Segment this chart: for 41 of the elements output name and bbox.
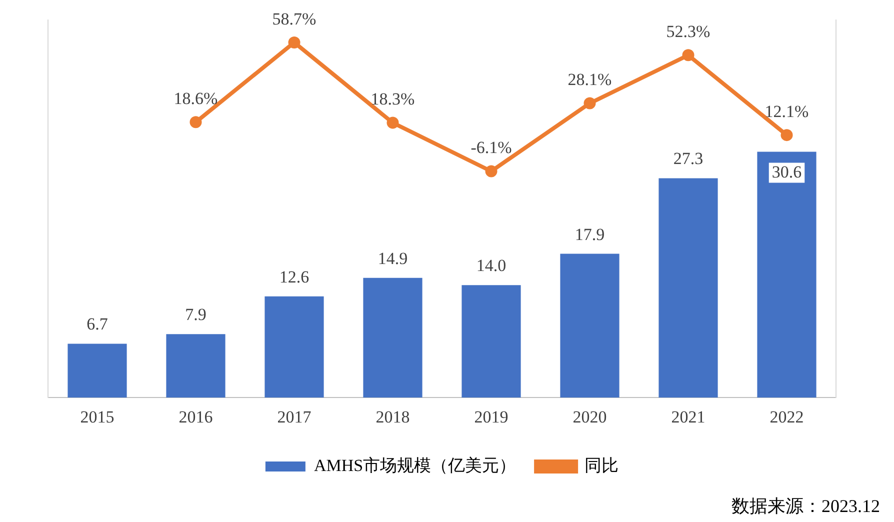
data-label: 18.6%: [174, 89, 218, 108]
data-label: 30.6: [772, 162, 802, 182]
data-label: 14.0: [476, 256, 506, 276]
bar: [166, 334, 226, 398]
data-label: 7.9: [185, 305, 206, 324]
bar: [658, 178, 718, 398]
point: [780, 129, 793, 142]
point: [288, 36, 300, 48]
bar: [68, 344, 127, 398]
x-tick-label: 2015: [80, 407, 114, 426]
data-label: 58.7%: [272, 9, 316, 28]
data-label: 17.9: [574, 224, 605, 244]
point: [682, 49, 694, 62]
data-label: -6.1%: [470, 138, 512, 158]
x-tick-label: 2021: [671, 407, 706, 426]
data-label: 14.9: [378, 248, 408, 268]
x-tick-label: 2022: [770, 407, 804, 426]
data-label: 12.1%: [764, 102, 809, 122]
bar: [363, 278, 422, 398]
x-tick-label: 2020: [572, 407, 607, 426]
point: [190, 116, 202, 128]
data-label: 52.3%: [666, 22, 710, 42]
point: [386, 116, 399, 129]
point: [584, 97, 596, 110]
x-tick-label: 2017: [277, 407, 312, 426]
legend-label: 同比: [584, 456, 619, 475]
x-tick-label: 2016: [178, 407, 213, 426]
data-label: 27.3: [673, 149, 704, 168]
bar: [757, 152, 816, 398]
data-label: 12.6: [279, 267, 310, 286]
bar: [462, 285, 521, 398]
x-tick-label: 2018: [376, 407, 410, 426]
data-label: 28.1%: [568, 70, 612, 90]
bar: [264, 296, 324, 398]
point: [485, 165, 498, 178]
source-note: 数据来源：2023.12: [732, 495, 880, 518]
data-label: 18.3%: [370, 90, 415, 109]
data-label: 6.7: [86, 314, 108, 334]
bar: [560, 254, 620, 398]
legend-label: AMHS市场规模（亿美元）: [314, 456, 516, 475]
x-tick-label: 2019: [474, 407, 508, 426]
